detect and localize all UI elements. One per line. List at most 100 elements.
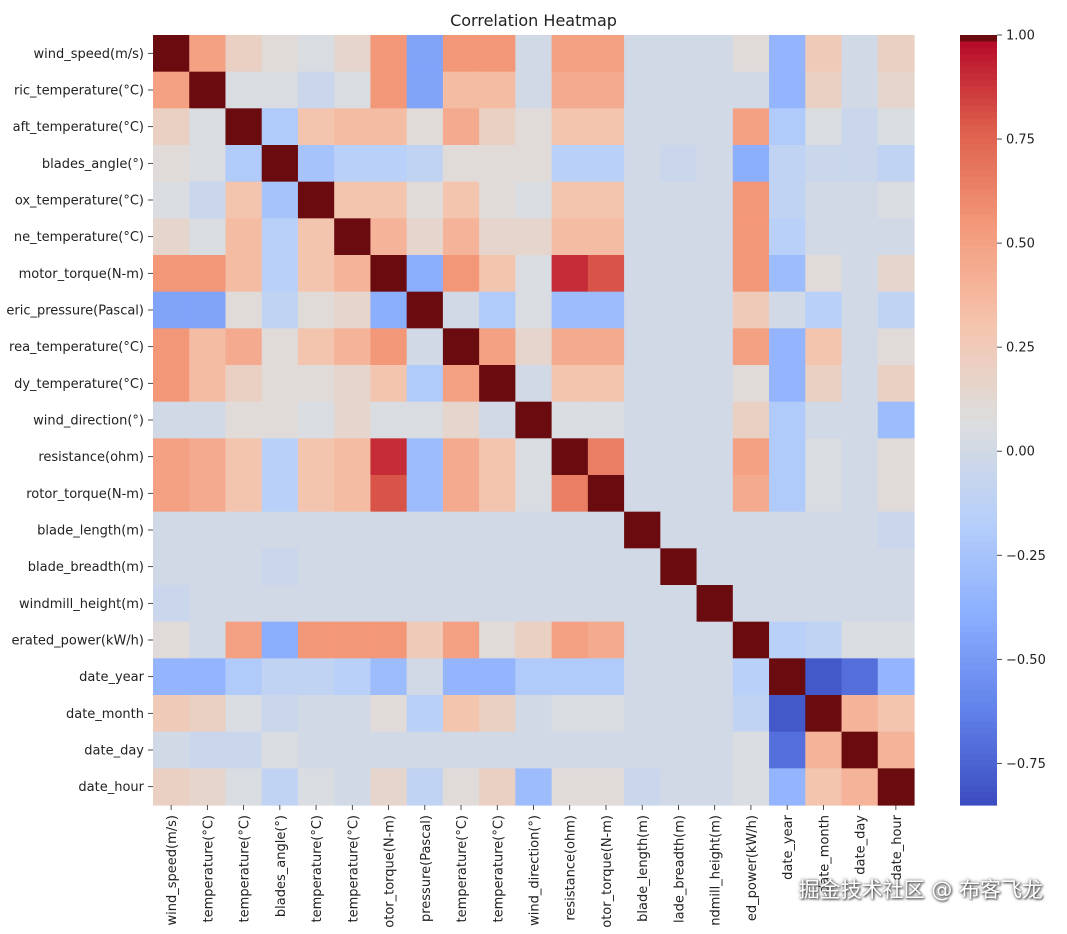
heatmap-cell: [479, 35, 516, 73]
heatmap-cell: [551, 401, 589, 439]
colorbar-segment: [960, 362, 997, 370]
heatmap-cell: [624, 255, 661, 293]
heatmap-cell: [877, 768, 915, 806]
heatmap-cell: [696, 695, 734, 733]
heatmap-cell: [370, 291, 408, 329]
heatmap-cell: [370, 695, 408, 733]
column-tick-label: date_year: [781, 814, 796, 879]
colorbar-segment: [960, 79, 997, 87]
colorbar-segment: [960, 86, 997, 94]
heatmap-cell: [261, 255, 299, 293]
heatmap-cell: [406, 401, 444, 439]
heatmap-cell: [442, 475, 480, 513]
colorbar-segment: [960, 728, 997, 736]
heatmap-cell: [189, 695, 227, 733]
heatmap-cell: [769, 658, 806, 696]
heatmap-cell: [732, 658, 770, 696]
heatmap-cell: [442, 181, 480, 219]
heatmap-cell: [515, 658, 553, 696]
heatmap-cell: [696, 621, 734, 659]
heatmap-cell: [660, 438, 698, 476]
heatmap-cell: [877, 695, 915, 733]
row-tick-label: wind_direction(°): [33, 414, 144, 429]
heatmap-cell: [442, 145, 480, 183]
heatmap-cell: [370, 511, 408, 549]
heatmap-cell: [297, 291, 335, 329]
colorbar-segment: [960, 612, 997, 620]
heatmap-cell: [624, 658, 661, 696]
row-tick-label: ox_temperature(°C): [15, 194, 144, 209]
colorbar-segment: [960, 785, 997, 793]
row-tick-label: date_month: [66, 707, 144, 722]
heatmap-cell: [551, 548, 589, 586]
heatmap-cell: [877, 255, 915, 293]
heatmap-cell: [877, 145, 915, 183]
heatmap-cell: [370, 768, 408, 806]
heatmap-cell: [334, 768, 372, 806]
heatmap-cell: [261, 365, 299, 403]
heatmap-cell: [479, 658, 516, 696]
colorbar-segment: [960, 663, 997, 671]
heatmap-cell: [370, 585, 408, 623]
heatmap-cell: [225, 731, 263, 769]
heatmap-cell: [370, 548, 408, 586]
column-tick-label: lade_breadth(m): [672, 815, 687, 923]
heatmap-cell: [261, 585, 299, 623]
heatmap-cell: [841, 621, 879, 659]
heatmap-cell: [334, 731, 372, 769]
colorbar-segment: [960, 381, 997, 389]
heatmap-cell: [732, 35, 770, 73]
heatmap-cell: [515, 511, 553, 549]
heatmap-cell: [877, 438, 915, 476]
heatmap-cell: [660, 511, 698, 549]
colorbar-segment: [960, 375, 997, 383]
heatmap-cell: [841, 438, 879, 476]
heatmap-cell: [515, 328, 553, 366]
heatmap-cell: [297, 365, 335, 403]
heatmap-cell: [406, 71, 444, 109]
heatmap-cell: [624, 218, 661, 256]
heatmap-cell: [261, 695, 299, 733]
heatmap-cell: [805, 475, 843, 513]
heatmap-cell: [515, 35, 553, 73]
colorbar-segment: [960, 73, 997, 81]
colorbar-segment: [960, 60, 997, 68]
heatmap-cell: [406, 475, 444, 513]
heatmap-cell: [624, 328, 661, 366]
heatmap-cell: [153, 585, 190, 623]
heatmap-cell: [877, 108, 915, 146]
heatmap-cell: [297, 328, 335, 366]
colorbar-segment: [960, 394, 997, 402]
colorbar-segment: [960, 599, 997, 607]
heatmap-cell: [189, 511, 227, 549]
heatmap-cell: [334, 511, 372, 549]
heatmap-cell: [442, 401, 480, 439]
heatmap-cell: [660, 181, 698, 219]
heatmap-cell: [370, 255, 408, 293]
heatmap-cell: [442, 255, 480, 293]
heatmap-cell: [587, 365, 625, 403]
heatmap-cell: [479, 548, 516, 586]
heatmap-cell: [841, 401, 879, 439]
heatmap-cell: [696, 35, 734, 73]
heatmap-cell: [841, 328, 879, 366]
column-tick-label: temperature(°C): [346, 815, 361, 922]
heatmap-cell: [624, 621, 661, 659]
heatmap-cell: [153, 145, 190, 183]
heatmap-cell: [189, 328, 227, 366]
heatmap-cell: [225, 218, 263, 256]
heatmap-cell: [189, 658, 227, 696]
colorbar-segment: [960, 150, 997, 158]
heatmap-cell: [225, 658, 263, 696]
heatmap-cell: [551, 768, 589, 806]
column-tick-label: wind_speed(m/s): [165, 815, 180, 925]
heatmap-cell: [297, 218, 335, 256]
heatmap-cell: [334, 35, 372, 73]
heatmap-cell: [805, 585, 843, 623]
heatmap-cell: [406, 695, 444, 733]
row-tick-label: date_day: [84, 744, 144, 759]
heatmap-cell: [370, 35, 408, 73]
heatmap-cell: [225, 291, 263, 329]
heatmap-cell: [406, 768, 444, 806]
heatmap-cell: [587, 658, 625, 696]
